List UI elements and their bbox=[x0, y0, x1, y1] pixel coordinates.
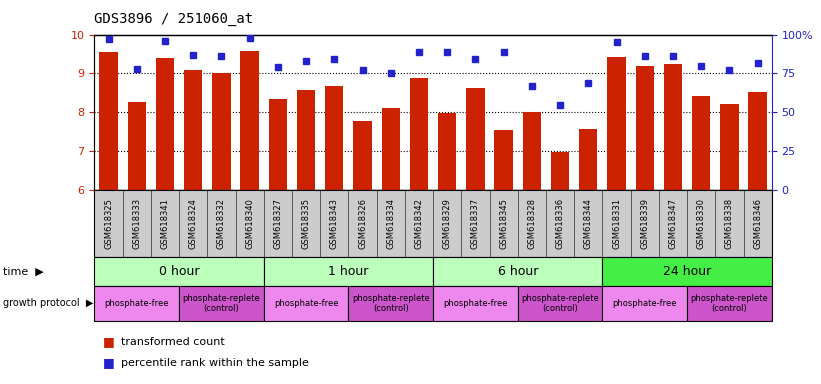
Bar bbox=[551, 152, 569, 190]
Bar bbox=[241, 51, 259, 190]
Text: phosphate-replete
(control): phosphate-replete (control) bbox=[690, 294, 768, 313]
Bar bbox=[692, 96, 710, 190]
Text: phosphate-replete
(control): phosphate-replete (control) bbox=[352, 294, 429, 313]
Text: GSM618347: GSM618347 bbox=[668, 198, 677, 249]
Text: GSM618336: GSM618336 bbox=[556, 198, 565, 249]
Text: GSM618343: GSM618343 bbox=[330, 198, 339, 249]
Text: GSM618338: GSM618338 bbox=[725, 198, 734, 249]
Bar bbox=[268, 99, 287, 190]
Text: GSM618331: GSM618331 bbox=[612, 198, 621, 249]
Text: GSM618327: GSM618327 bbox=[273, 198, 282, 249]
Bar bbox=[664, 65, 682, 190]
Text: 24 hour: 24 hour bbox=[663, 265, 711, 278]
Text: GSM618335: GSM618335 bbox=[301, 198, 310, 249]
Text: GSM618341: GSM618341 bbox=[160, 198, 169, 249]
Text: phosphate-replete
(control): phosphate-replete (control) bbox=[521, 294, 599, 313]
Text: phosphate-free: phosphate-free bbox=[612, 299, 677, 308]
Bar bbox=[579, 129, 598, 190]
Bar bbox=[99, 52, 117, 190]
Bar bbox=[410, 78, 428, 190]
Text: growth protocol  ▶: growth protocol ▶ bbox=[3, 298, 94, 308]
Bar bbox=[720, 104, 739, 190]
Text: GSM618346: GSM618346 bbox=[753, 198, 762, 249]
Bar bbox=[635, 66, 654, 190]
Text: GSM618329: GSM618329 bbox=[443, 198, 452, 249]
Text: GSM618344: GSM618344 bbox=[584, 198, 593, 249]
Text: GSM618324: GSM618324 bbox=[189, 198, 198, 249]
Bar bbox=[608, 58, 626, 190]
Text: phosphate-free: phosphate-free bbox=[104, 299, 169, 308]
Text: GSM618325: GSM618325 bbox=[104, 198, 113, 249]
Bar bbox=[325, 86, 343, 190]
Bar bbox=[523, 113, 541, 190]
Text: GSM618337: GSM618337 bbox=[471, 198, 480, 249]
Text: GSM618334: GSM618334 bbox=[386, 198, 395, 249]
Bar bbox=[213, 73, 231, 190]
Text: GSM618328: GSM618328 bbox=[527, 198, 536, 249]
Text: GSM618339: GSM618339 bbox=[640, 198, 649, 249]
Text: GSM618332: GSM618332 bbox=[217, 198, 226, 249]
Text: 6 hour: 6 hour bbox=[498, 265, 538, 278]
Text: percentile rank within the sample: percentile rank within the sample bbox=[121, 358, 309, 368]
Bar bbox=[127, 102, 146, 190]
Text: GDS3896 / 251060_at: GDS3896 / 251060_at bbox=[94, 12, 254, 25]
Bar bbox=[353, 121, 372, 190]
Bar bbox=[184, 70, 202, 190]
Bar bbox=[466, 88, 484, 190]
Text: phosphate-free: phosphate-free bbox=[274, 299, 338, 308]
Bar bbox=[494, 130, 513, 190]
Text: GSM618333: GSM618333 bbox=[132, 198, 141, 249]
Text: phosphate-replete
(control): phosphate-replete (control) bbox=[182, 294, 260, 313]
Text: 0 hour: 0 hour bbox=[158, 265, 200, 278]
Text: GSM618326: GSM618326 bbox=[358, 198, 367, 249]
Text: 1 hour: 1 hour bbox=[328, 265, 369, 278]
Bar bbox=[156, 58, 174, 190]
Text: ■: ■ bbox=[103, 356, 114, 369]
Text: GSM618330: GSM618330 bbox=[697, 198, 706, 249]
Text: GSM618340: GSM618340 bbox=[245, 198, 255, 249]
Bar bbox=[749, 92, 767, 190]
Text: phosphate-free: phosphate-free bbox=[443, 299, 507, 308]
Bar bbox=[382, 108, 400, 190]
Text: time  ▶: time ▶ bbox=[3, 266, 44, 277]
Text: ■: ■ bbox=[103, 335, 114, 348]
Bar bbox=[297, 90, 315, 190]
Text: GSM618342: GSM618342 bbox=[415, 198, 424, 249]
Text: transformed count: transformed count bbox=[121, 337, 224, 347]
Text: GSM618345: GSM618345 bbox=[499, 198, 508, 249]
Bar bbox=[438, 113, 456, 190]
